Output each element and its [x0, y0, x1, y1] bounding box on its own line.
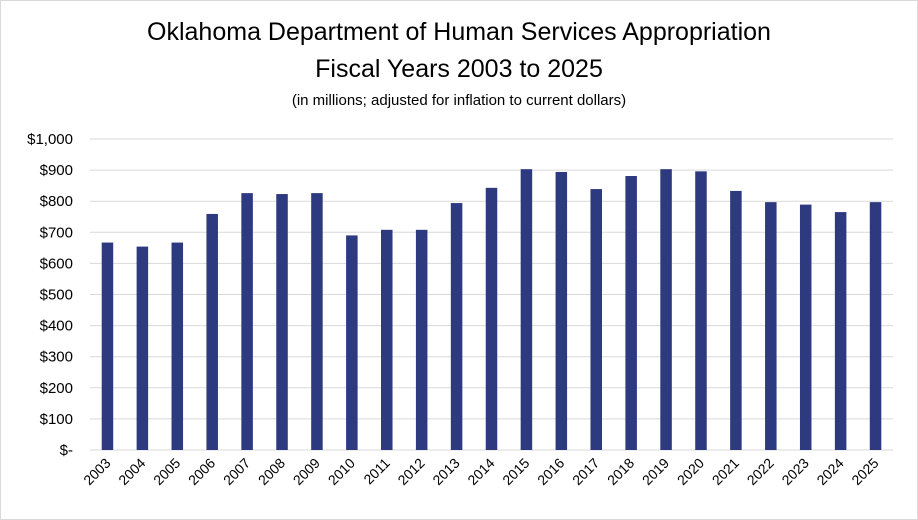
y-tick-label-700: $700 [40, 224, 73, 241]
y-tick-label-0: $- [60, 442, 73, 459]
bar-2025 [869, 202, 882, 450]
bar-2014 [485, 187, 498, 450]
y-tick-label-800: $800 [40, 193, 73, 210]
x-tick-label-2017: 2017 [569, 455, 602, 488]
bar-2011 [381, 229, 393, 450]
chart-note: (in millions; adjusted for inflation to … [291, 92, 627, 109]
x-tick-label-2018: 2018 [604, 455, 637, 488]
bar-2003 [101, 242, 114, 450]
bar-2008 [276, 194, 288, 450]
chart-subtitle: Fiscal Years 2003 to 2025 [315, 55, 603, 83]
x-tick-label-2003: 2003 [80, 455, 113, 488]
bar-2007 [241, 193, 253, 450]
x-tick-label-2023: 2023 [778, 455, 811, 488]
y-tick-label-300: $300 [40, 349, 73, 366]
x-tick-label-2021: 2021 [709, 455, 742, 488]
x-tick-label-2009: 2009 [290, 455, 323, 488]
y-tick-label-900: $900 [40, 162, 73, 179]
x-tick-label-2007: 2007 [220, 455, 253, 488]
y-tick-label-200: $200 [40, 380, 73, 397]
x-tick-label-2010: 2010 [325, 455, 358, 488]
bar-2017 [590, 189, 602, 451]
x-tick-label-2015: 2015 [499, 455, 532, 488]
bar-2015 [520, 169, 533, 451]
bar-2013 [450, 203, 463, 450]
bar-2010 [346, 235, 358, 450]
bar-2024 [834, 212, 847, 450]
bar-2009 [311, 193, 323, 450]
bar-2021 [730, 190, 742, 450]
y-tick-label-1000: $1,000 [27, 131, 73, 148]
x-tick-label-2008: 2008 [255, 455, 288, 488]
x-tick-label-2011: 2011 [360, 455, 393, 488]
x-tick-label-2019: 2019 [639, 455, 672, 488]
bar-2005 [171, 242, 184, 450]
bar-2023 [799, 204, 812, 450]
y-tick-label-100: $100 [40, 411, 73, 428]
x-tick-label-2016: 2016 [534, 455, 567, 488]
bar-2022 [765, 202, 777, 450]
bar-2019 [660, 169, 672, 451]
x-tick-label-2012: 2012 [394, 455, 427, 488]
bar-2020 [695, 171, 707, 450]
x-tick-label-2025: 2025 [848, 455, 881, 488]
bar-2012 [415, 229, 428, 450]
x-tick-label-2024: 2024 [813, 455, 846, 488]
y-tick-label-500: $500 [40, 287, 73, 304]
bar-2016 [555, 171, 568, 450]
x-tick-label-2022: 2022 [744, 455, 777, 488]
chart-title: Oklahoma Department of Human Services Ap… [147, 18, 771, 46]
x-tick-label-2013: 2013 [429, 455, 462, 488]
x-tick-label-2020: 2020 [674, 455, 707, 488]
y-tick-label-600: $600 [40, 255, 73, 272]
x-tick-label-2004: 2004 [115, 455, 148, 488]
y-tick-label-400: $400 [40, 318, 73, 335]
x-tick-label-2005: 2005 [150, 455, 183, 488]
x-tick-label-2014: 2014 [464, 455, 497, 488]
bar-2006 [206, 213, 218, 450]
bar-2018 [625, 176, 637, 450]
x-tick-label-2006: 2006 [185, 455, 218, 488]
bar-2004 [136, 246, 149, 450]
